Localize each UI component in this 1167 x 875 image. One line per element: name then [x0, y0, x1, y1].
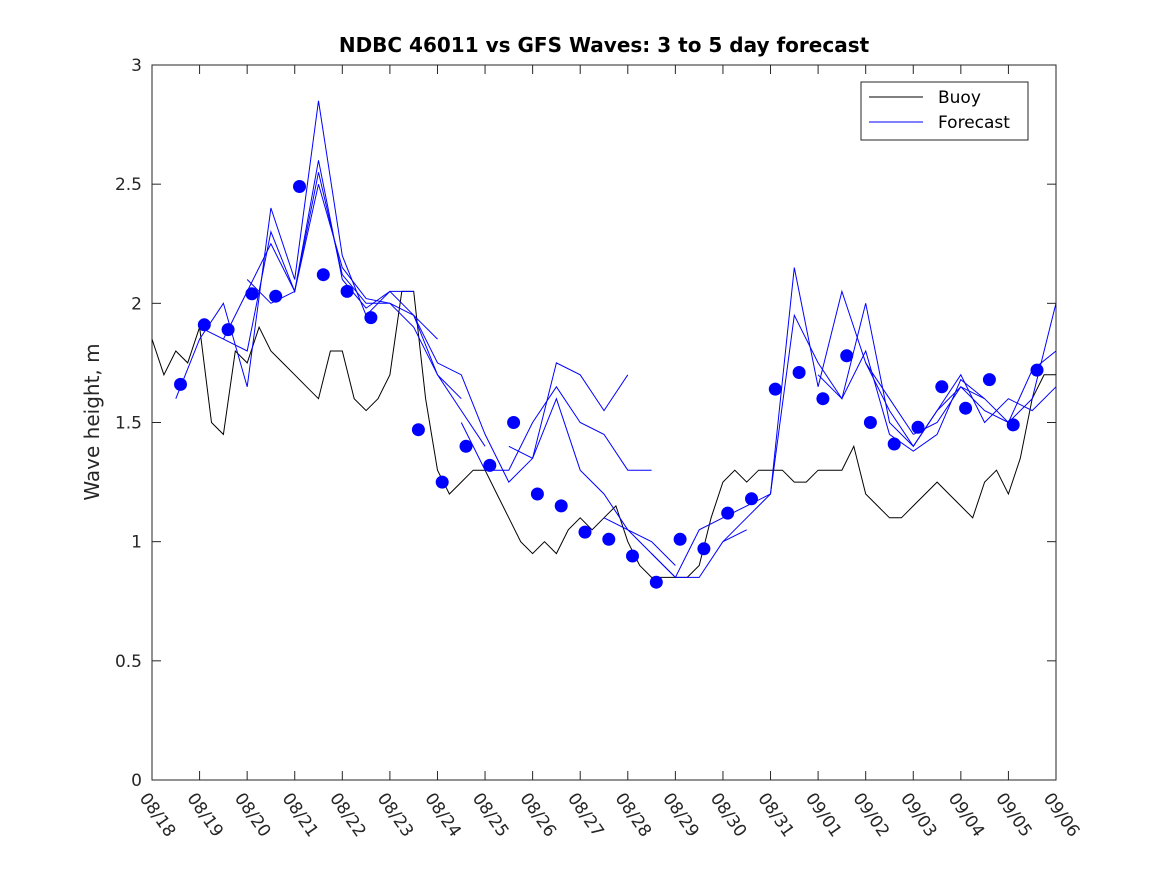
forecast-point — [578, 525, 592, 539]
forecast-point — [435, 475, 449, 489]
forecast-run-line — [651, 267, 914, 579]
forecast-run-line — [246, 184, 486, 447]
forecast-point — [554, 499, 568, 513]
y-tick-label: 2.5 — [115, 175, 142, 195]
forecast-point — [411, 423, 425, 437]
forecast-point — [911, 420, 925, 434]
forecast-point — [935, 380, 949, 394]
forecast-point — [507, 416, 521, 429]
forecast-run-line — [722, 303, 985, 543]
forecast-point — [245, 287, 259, 301]
forecast-point — [768, 382, 782, 396]
forecast-run-line — [817, 349, 1057, 452]
forecast-point — [816, 392, 830, 406]
legend-buoy-label: Buoy — [938, 88, 981, 108]
forecast-point — [673, 532, 687, 546]
y-tick-label: 2 — [131, 294, 142, 314]
forecast-point — [1030, 363, 1044, 377]
forecast-run-line — [413, 315, 629, 483]
plot-area: 08/18 08/19 08/20 08/21 08/22 08/23 08/24 08/25… — [115, 56, 1083, 841]
forecast-point — [626, 549, 639, 563]
marker-layer — [174, 180, 1044, 589]
legend: Buoy Forecast — [860, 81, 1029, 141]
y-tick-label: 0 — [131, 771, 142, 791]
forecast-point — [792, 366, 806, 379]
forecast-point — [959, 401, 973, 415]
forecast-point — [459, 439, 473, 453]
forecast-point — [293, 180, 306, 193]
forecast-point — [745, 492, 758, 506]
forecast-point — [982, 373, 996, 387]
forecast-run-line — [222, 172, 462, 400]
forecast-point — [602, 532, 616, 546]
forecast-run-line — [913, 303, 1057, 435]
legend-box — [860, 81, 1029, 141]
forecast-point — [840, 349, 854, 363]
y-tick-label: 3 — [131, 56, 142, 76]
forecast-point — [483, 458, 497, 472]
forecast-point — [721, 506, 735, 520]
y-ticks: 0 0.5 1 1.5 2 2.5 3 — [115, 56, 1056, 791]
forecast-point — [530, 487, 544, 501]
forecast-point — [1006, 418, 1020, 432]
forecast-point — [863, 416, 877, 429]
forecast-point — [174, 377, 187, 391]
chart-title: NDBC 46011 vs GFS Waves: 3 to 5 day fore… — [339, 33, 870, 57]
legend-forecast-label: Forecast — [938, 113, 1010, 133]
forecast-run-line — [199, 160, 438, 352]
forecast-point — [340, 284, 354, 298]
forecast-point — [316, 268, 330, 282]
forecast-point — [221, 323, 235, 337]
y-axis-label: Wave height, m — [80, 343, 104, 500]
y-tick-label: 0.5 — [115, 652, 142, 672]
forecast-point — [197, 318, 211, 332]
forecast-point — [649, 575, 663, 589]
y-tick-label: 1.5 — [115, 414, 142, 434]
forecast-point — [697, 542, 711, 556]
forecast-run-line — [508, 397, 676, 566]
y-tick-label: 1 — [131, 533, 142, 553]
forecast-point — [887, 437, 901, 451]
forecast-point — [364, 311, 378, 325]
forecast-run-line — [175, 100, 414, 399]
forecast-point — [269, 289, 283, 303]
